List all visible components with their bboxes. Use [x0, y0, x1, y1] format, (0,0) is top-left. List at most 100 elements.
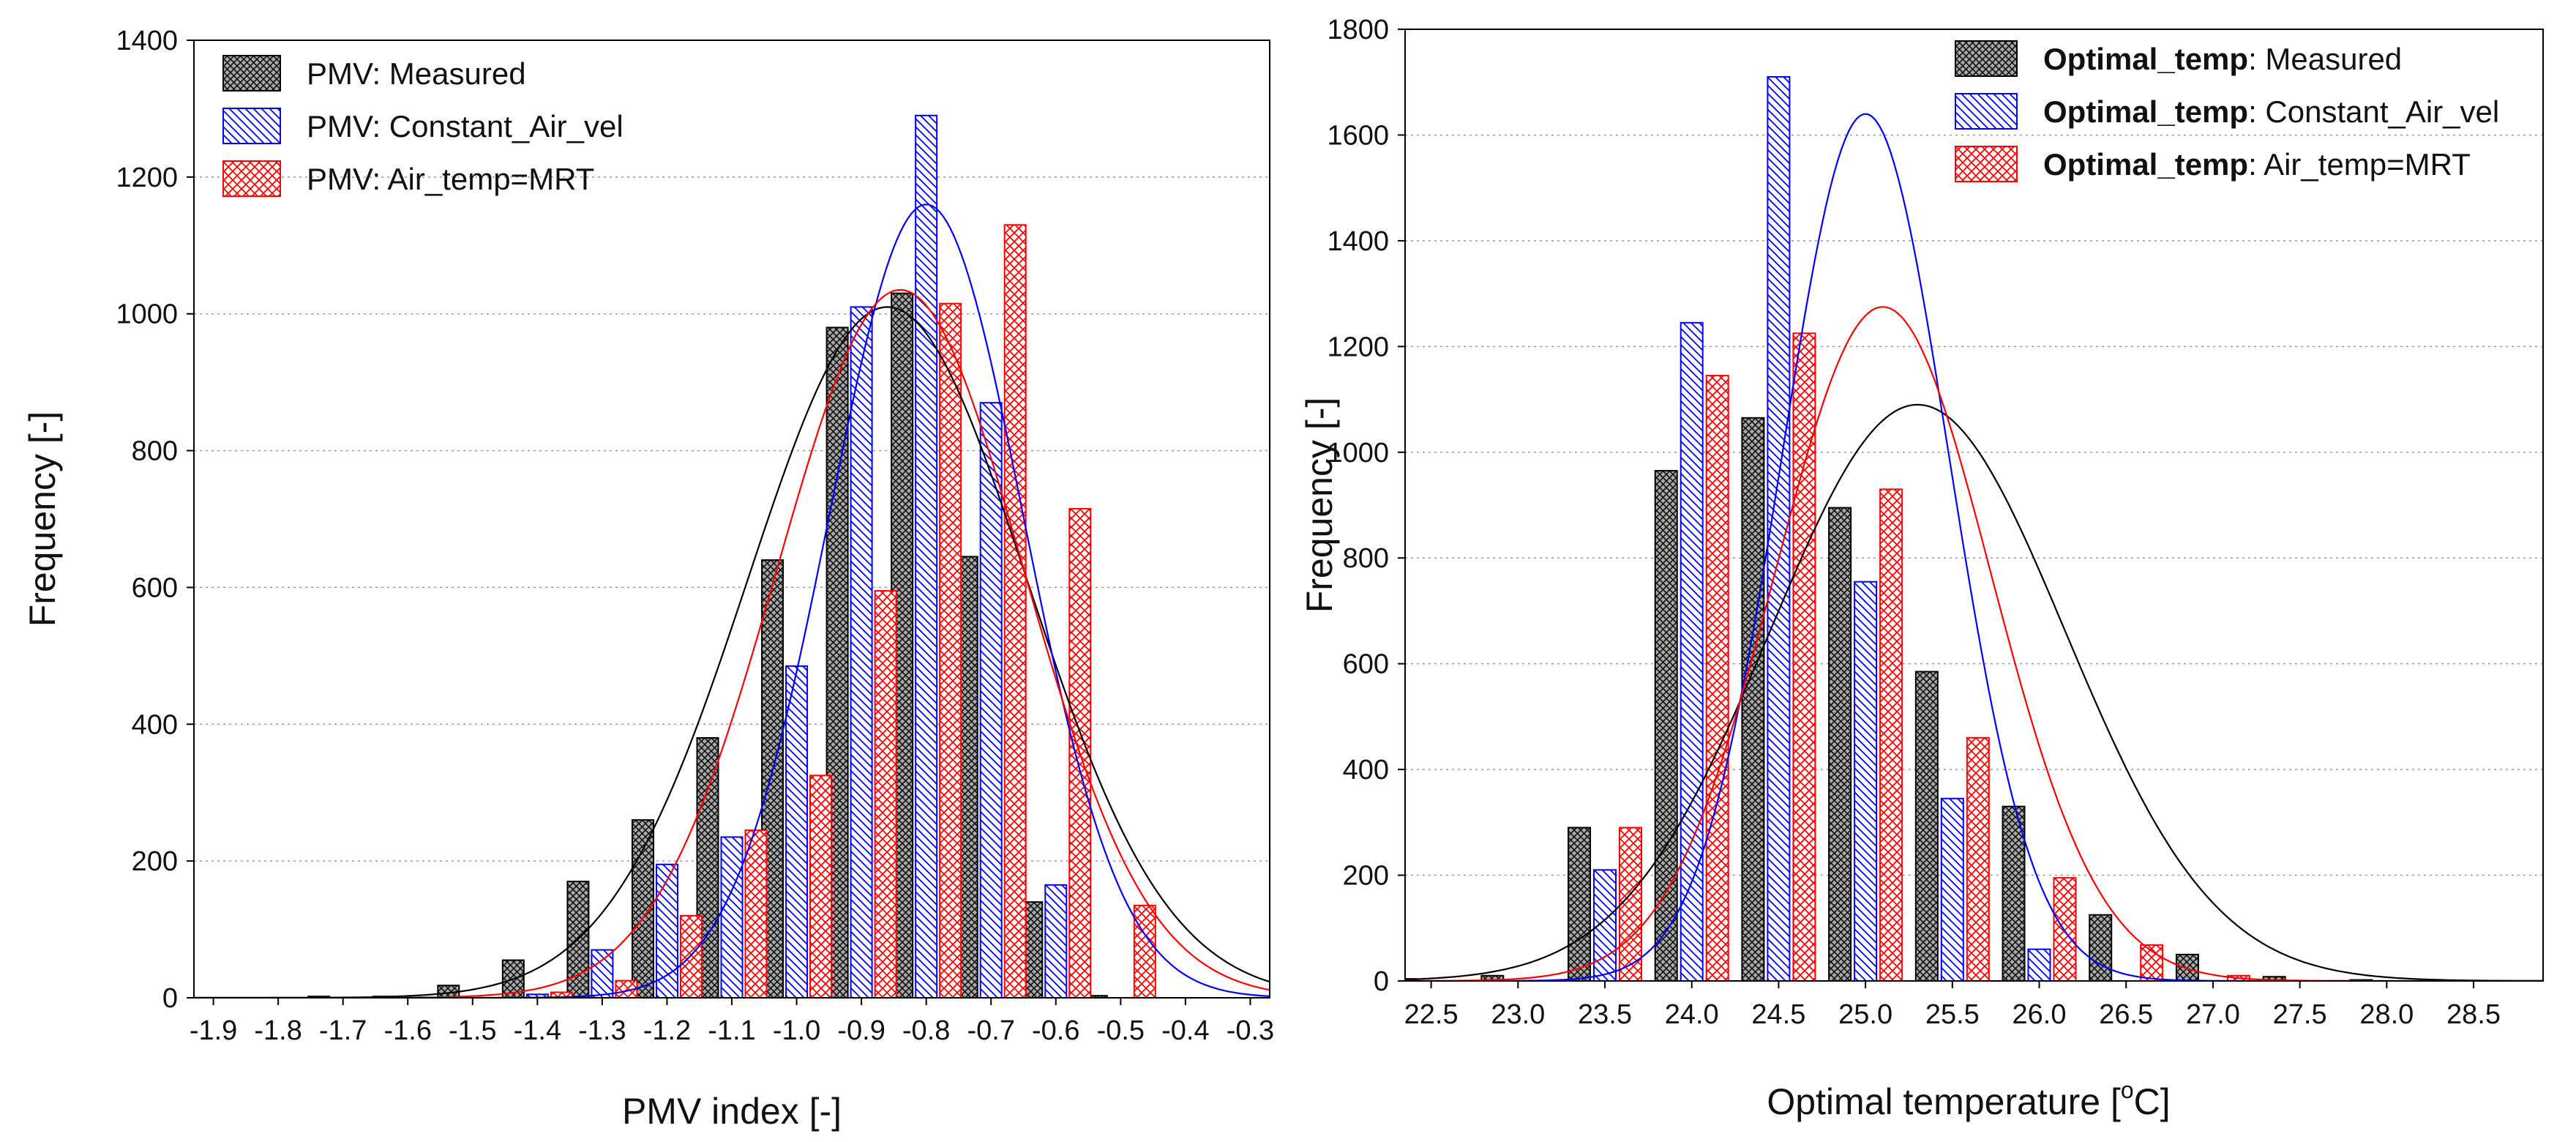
x-tick-label: 22.5 [1404, 999, 1459, 1030]
legend-label: Optimal_temp: Constant_Air_vel [2043, 94, 2499, 129]
x-tick-label: -1.4 [514, 1015, 561, 1046]
x-tick-label: 23.0 [1491, 999, 1545, 1030]
bar [2027, 948, 2051, 981]
x-tick-label: -1.5 [449, 1015, 496, 1046]
bar [2002, 805, 2026, 981]
x-tick-label: -1.3 [578, 1015, 626, 1046]
x-tick-label: -1.7 [319, 1015, 367, 1046]
y-tick-label: 1400 [1327, 226, 1389, 257]
y-tick-label: 400 [132, 709, 178, 740]
bar [679, 914, 703, 998]
y-tick-label: 1800 [1327, 15, 1389, 45]
x-tick-label: 26.0 [2012, 999, 2067, 1030]
x-tick-label: -0.7 [967, 1015, 1014, 1046]
y-tick-label: 0 [1374, 966, 1389, 997]
x-tick-label: 24.0 [1665, 999, 1719, 1030]
x-axis: 22.5 23.0 23.5 24.0 24.5 25.0 25.5 26.0 26.5 27.0… [1404, 981, 2501, 1030]
legend-label: PMV: Measured [307, 56, 526, 91]
bar [874, 590, 897, 998]
y-axis-label: Frequency [-] [22, 411, 63, 627]
y-tick-label: 600 [132, 572, 178, 603]
bar [1940, 797, 1964, 981]
legend: Optimal_temp: Measured Optimal_temp: Cons… [1955, 40, 2499, 182]
bar [1854, 581, 1878, 981]
bar [1654, 470, 1678, 981]
fit-curve [1405, 113, 2543, 981]
y-tick-label: 1000 [116, 299, 178, 330]
bar [1879, 488, 1903, 981]
legend-label: Optimal_temp: Measured [2043, 42, 2402, 76]
bar [744, 829, 768, 998]
bar [979, 402, 1003, 998]
legend: PMV: Measured PMV: Constant_Air_vel PMV: A… [222, 55, 624, 197]
bar [939, 302, 962, 998]
bar [655, 863, 678, 998]
y-axis-label: Frequency [-] [1299, 398, 1340, 613]
x-tick-label: -0.4 [1161, 1015, 1209, 1046]
bar [525, 993, 549, 998]
legend-label: PMV: Constant_Air_vel [307, 109, 624, 143]
bar [1741, 417, 1765, 981]
x-tick-label: 26.5 [2099, 999, 2153, 1030]
bar [1133, 904, 1156, 998]
fit-curve [1405, 403, 2543, 981]
x-tick-label: 23.5 [1578, 999, 1632, 1030]
legend-label: PMV: Air_temp=MRT [307, 162, 594, 196]
x-tick-label: 25.0 [1838, 999, 1892, 1030]
bar [1044, 884, 1068, 998]
legend-swatch [222, 55, 281, 92]
legend-item: Optimal_temp: Air_temp=MRT [1955, 146, 2471, 182]
y-tick-label: 1600 [1327, 120, 1389, 151]
y-tick-label: 200 [132, 846, 178, 877]
bar [785, 665, 809, 998]
x-tick-label: 25.5 [1925, 999, 1980, 1030]
legend-swatch [1955, 40, 2018, 77]
optimal-temp-histogram: 0 200 400 600 800 1000 1200 1400 1600 1800 22.5 23… [1299, 15, 2544, 1122]
bar [1003, 224, 1027, 998]
x-tick-label: -0.3 [1227, 1015, 1274, 1046]
bar [1792, 332, 1816, 981]
x-tick-label: -1.2 [643, 1015, 691, 1046]
bar [1619, 826, 1643, 981]
y-tick-label: 1000 [1327, 438, 1389, 469]
x-axis-label: PMV index [-] [622, 1091, 842, 1132]
x-axis-label: Optimal temperature [oC] [1767, 1077, 2170, 1122]
bar-group [1405, 76, 2373, 981]
legend-swatch [1955, 146, 2018, 182]
bar [2089, 914, 2113, 981]
gridlines [194, 176, 1270, 862]
y-tick-label: 1200 [116, 163, 178, 193]
legend-item: PMV: Measured [222, 55, 526, 92]
plot-frame [1404, 29, 2544, 982]
legend-swatch [222, 108, 281, 144]
x-tick-label: 27.5 [2273, 999, 2327, 1030]
x-tick-label: 27.0 [2186, 999, 2240, 1030]
y-tick-label: 1400 [116, 26, 178, 56]
x-tick-label: -1.8 [254, 1015, 302, 1046]
bar [1966, 736, 1990, 981]
x-tick-label: 28.5 [2446, 999, 2501, 1030]
y-axis: 0 200 400 600 800 1000 1200 1400 [116, 26, 194, 1014]
legend-item: Optimal_temp: Constant_Air_vel [1955, 93, 2499, 130]
legend-label: Optimal_temp: Air_temp=MRT [2043, 147, 2471, 182]
bar [550, 991, 573, 998]
legend-swatch [222, 160, 281, 197]
x-tick-label: -1.9 [190, 1015, 237, 1046]
x-tick-label: -0.6 [1032, 1015, 1079, 1046]
bar [591, 949, 614, 998]
bar [850, 306, 873, 998]
x-tick-label: 28.0 [2359, 999, 2414, 1030]
x-tick-label: -1.1 [708, 1015, 755, 1046]
y-axis: 0 200 400 600 800 1000 1200 1400 1600 1800 [1327, 15, 1405, 997]
x-tick-label: -1.6 [383, 1015, 431, 1046]
fit-curve [194, 204, 1270, 998]
bar [2053, 877, 2077, 981]
legend-item: PMV: Constant_Air_vel [222, 108, 624, 144]
x-tick-label: -0.8 [902, 1015, 950, 1046]
legend-item: Optimal_temp: Measured [1955, 40, 2402, 77]
x-tick-label: -0.5 [1097, 1015, 1145, 1046]
bar [1828, 507, 1852, 981]
